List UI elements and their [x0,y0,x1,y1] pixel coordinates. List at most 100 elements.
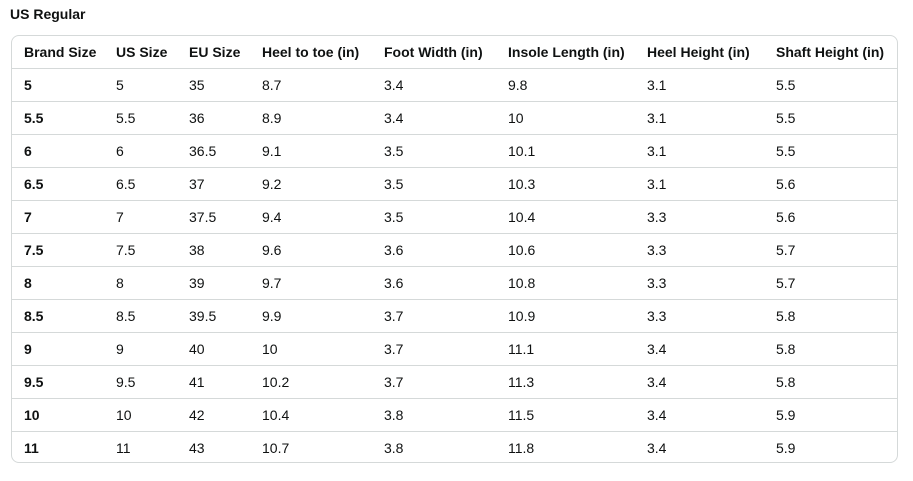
column-header-heel-to-toe: Heel to toe (in) [250,36,372,69]
heel-height-cell: 3.1 [635,101,764,135]
heel-height-cell: 3.4 [635,398,764,432]
us-size-cell: 9.5 [104,365,177,399]
foot-width-cell: 3.5 [372,134,496,168]
column-header-us-size: US Size [104,36,177,69]
insole-length-cell: 11.5 [496,398,635,432]
brand-size-cell: 5.5 [12,101,104,135]
insole-length-cell: 10.1 [496,134,635,168]
eu-size-cell: 38 [177,233,250,267]
table-row: 8.5 8.5 39.5 9.9 3.7 10.9 3.3 5.8 [12,299,897,333]
insole-length-cell: 11.3 [496,365,635,399]
us-size-cell: 8 [104,266,177,300]
brand-size-cell: 6.5 [12,167,104,201]
heel-height-cell: 3.1 [635,134,764,168]
insole-length-cell: 10.6 [496,233,635,267]
shaft-height-cell: 5.8 [764,299,897,333]
shaft-height-cell: 5.9 [764,398,897,432]
heel-height-cell: 3.3 [635,200,764,234]
us-size-cell: 11 [116,440,131,456]
shaft-height-cell: 5.8 [764,365,897,399]
heel-height-cell: 3.3 [635,266,764,300]
foot-width-cell: 3.6 [372,233,496,267]
table-row: 9.5 9.5 41 10.2 3.7 11.3 3.4 5.8 [12,365,897,399]
us-size-cell: 10 [104,398,177,432]
eu-size-cell: 43 [189,440,205,456]
eu-size-cell: 37.5 [177,200,250,234]
foot-width-cell: 3.7 [372,299,496,333]
table-row: 8 8 39 9.7 3.6 10.8 3.3 5.7 [12,266,897,300]
table-row: 6.5 6.5 37 9.2 3.5 10.3 3.1 5.6 [12,167,897,201]
brand-size-cell: 9 [12,332,104,366]
eu-size-cell: 39.5 [177,299,250,333]
insole-length-cell: 10.9 [496,299,635,333]
size-chart-title: US Regular [10,6,86,22]
heel-to-toe-cell: 10 [250,332,372,366]
heel-to-toe-cell: 10.4 [250,398,372,432]
foot-width-cell: 3.8 [372,398,496,432]
table-row: 7.5 7.5 38 9.6 3.6 10.6 3.3 5.7 [12,233,897,267]
heel-to-toe-cell: 10.7 [262,440,290,456]
shaft-height-cell: 5.5 [764,101,897,135]
shaft-height-cell: 5.5 [764,134,897,168]
table-row: 5 5 35 8.7 3.4 9.8 3.1 5.5 [12,68,897,102]
insole-length-cell: 10.3 [496,167,635,201]
column-header-eu-size: EU Size [177,36,250,69]
insole-length-cell: 9.8 [496,68,635,102]
heel-height-cell: 3.3 [635,299,764,333]
brand-size-cell: 5 [12,68,104,102]
us-size-cell: 7 [104,200,177,234]
heel-to-toe-cell: 9.6 [250,233,372,267]
eu-size-cell: 39 [177,266,250,300]
heel-height-cell: 3.4 [635,365,764,399]
foot-width-cell: 3.7 [372,332,496,366]
insole-length-cell: 11.1 [496,332,635,366]
size-chart-table-container: Brand Size US Size EU Size Heel to toe (… [11,35,898,463]
insole-length-cell: 11.8 [508,440,535,456]
shaft-height-cell: 5.8 [764,332,897,366]
table-row: 7 7 37.5 9.4 3.5 10.4 3.3 5.6 [12,200,897,234]
foot-width-cell: 3.5 [372,200,496,234]
heel-height-cell: 3.4 [635,332,764,366]
insole-length-cell: 10.4 [496,200,635,234]
table-row: 10 10 42 10.4 3.8 11.5 3.4 5.9 [12,398,897,432]
shaft-height-cell: 5.6 [764,167,897,201]
foot-width-cell: 3.8 [384,440,404,456]
heel-to-toe-cell: 10.2 [250,365,372,399]
column-header-shaft-height: Shaft Height (in) [764,36,897,69]
insole-length-cell: 10 [496,101,635,135]
table-row: 9 9 40 10 3.7 11.1 3.4 5.8 [12,332,897,366]
column-header-heel-height: Heel Height (in) [635,36,764,69]
foot-width-cell: 3.7 [372,365,496,399]
us-size-cell: 9 [104,332,177,366]
foot-width-cell: 3.5 [372,167,496,201]
us-size-cell: 6.5 [104,167,177,201]
heel-height-cell: 3.3 [635,233,764,267]
eu-size-cell: 42 [177,398,250,432]
foot-width-cell: 3.4 [372,68,496,102]
table-row: 5.5 5.5 36 8.9 3.4 10 3.1 5.5 [12,101,897,135]
heel-to-toe-cell: 9.4 [250,200,372,234]
brand-size-cell: 7.5 [12,233,104,267]
heel-to-toe-cell: 8.7 [250,68,372,102]
size-chart-table: Brand Size US Size EU Size Heel to toe (… [12,36,897,463]
header-row: Brand Size US Size EU Size Heel to toe (… [12,36,897,69]
eu-size-cell: 41 [177,365,250,399]
eu-size-cell: 40 [177,332,250,366]
table-row: 11 11 43 10.7 3.8 11.8 3.4 5.9 [12,432,897,463]
brand-size-cell: 7 [12,200,104,234]
column-header-foot-width: Foot Width (in) [372,36,496,69]
heel-to-toe-cell: 9.2 [250,167,372,201]
shaft-height-cell: 5.6 [764,200,897,234]
shaft-height-cell: 5.5 [764,68,897,102]
eu-size-cell: 35 [177,68,250,102]
heel-to-toe-cell: 9.9 [250,299,372,333]
us-size-cell: 5 [104,68,177,102]
foot-width-cell: 3.6 [372,266,496,300]
shaft-height-cell: 5.7 [764,233,897,267]
us-size-cell: 5.5 [104,101,177,135]
column-header-brand-size: Brand Size [12,36,104,69]
table-row: 6 6 36.5 9.1 3.5 10.1 3.1 5.5 [12,134,897,168]
table-body: 5 5 35 8.7 3.4 9.8 3.1 5.5 5.5 5.5 36 8.9 3.4 10 3.1 5.… [12,68,897,463]
eu-size-cell: 37 [177,167,250,201]
brand-size-cell: 11 [24,440,39,456]
